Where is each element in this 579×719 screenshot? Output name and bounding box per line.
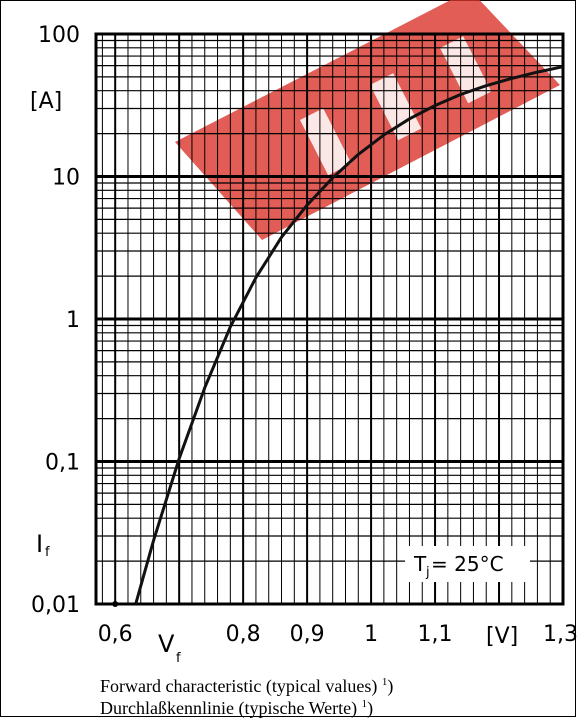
series-line <box>134 65 564 605</box>
x-tick-label: 1 <box>364 622 378 647</box>
watermark-band <box>175 0 560 240</box>
watermark-cutout <box>439 36 492 104</box>
caption-english-tail: ) <box>387 676 394 696</box>
caption-english-ref: 1 <box>381 676 388 688</box>
grid-major <box>96 34 563 604</box>
annotation-subscript: j <box>425 565 430 580</box>
x-axis-subscript: f <box>176 651 181 666</box>
x-tick-label: 0,9 <box>290 622 325 647</box>
y-axis-label: I f <box>36 530 50 560</box>
watermark-cutout <box>300 108 352 176</box>
x-tick-label: 1,3 <box>543 622 578 647</box>
x-tick-label: 1,1 <box>418 622 453 647</box>
y-axis-symbol: I <box>36 530 43 558</box>
x-tick-label: 0,8 <box>226 622 261 647</box>
caption-english: Forward characteristic (typical values) … <box>100 672 570 696</box>
caption-german-tail: ) <box>367 698 374 718</box>
x-axis-label: V f <box>158 630 181 666</box>
y-tick-label: 0,1 <box>45 451 80 476</box>
y-tick-label: 100 <box>38 23 80 48</box>
x-axis-symbol: V <box>158 630 175 658</box>
y-tick-labels: 100 10 1 0,1 0,01 <box>31 23 80 618</box>
y-tick-label: 0,01 <box>31 593 80 618</box>
annotation-symbol: T <box>413 552 427 576</box>
watermark-logo <box>175 0 560 240</box>
y-tick-label: 1 <box>66 308 80 333</box>
caption-german-text: Durchlaßkennlinie (typische Werte) <box>100 698 362 718</box>
curve-layer <box>112 65 564 607</box>
plot-border <box>94 32 565 606</box>
y-axis-unit: [A] <box>30 89 62 114</box>
watermark-cutout <box>370 73 422 141</box>
y-tick-label: 10 <box>52 166 80 191</box>
temperature-annotation: T j = 25°C <box>405 546 530 582</box>
caption-german-ref: 1 <box>361 698 368 710</box>
x-tick-labels: 0,6 0,8 0,9 1 1,1 1,3 <box>98 622 578 647</box>
curve-start-dot <box>112 601 119 607</box>
caption-german: Durchlaßkennlinie (typische Werte) 1) <box>100 694 570 718</box>
annotation-text: = 25°C <box>431 552 504 576</box>
caption-english-text: Forward characteristic (typical values) <box>100 676 382 696</box>
x-tick-label: 0,6 <box>98 622 133 647</box>
x-axis-unit: [V] <box>486 624 518 649</box>
annotation-box <box>405 546 530 582</box>
y-axis-subscript: f <box>45 545 50 560</box>
